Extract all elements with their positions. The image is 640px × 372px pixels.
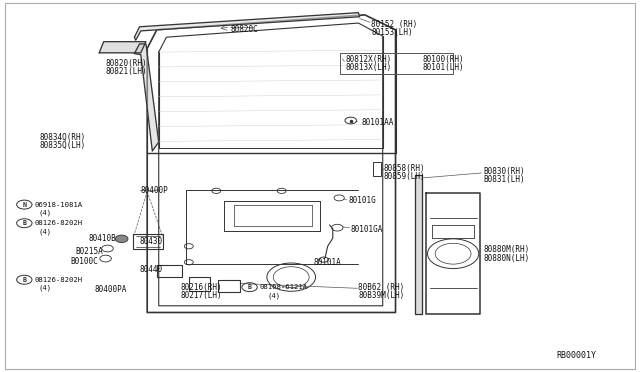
Text: RB00001Y: RB00001Y [557,351,596,360]
Text: B0830(RH): B0830(RH) [483,167,525,176]
Polygon shape [99,42,146,53]
Text: 80430: 80430 [140,237,163,246]
Text: 80216(RH): 80216(RH) [180,283,222,292]
Text: 80B39M(LH): 80B39M(LH) [358,291,404,300]
Text: B: B [22,277,26,283]
Text: 80820C: 80820C [230,25,258,34]
Text: 80440: 80440 [140,265,163,274]
Bar [373,162,381,176]
Polygon shape [134,44,159,151]
Text: 80880N(LH): 80880N(LH) [483,254,529,263]
Text: 06918-1081A: 06918-1081A [35,202,83,208]
Text: 80101(LH): 80101(LH) [422,63,464,72]
Text: 80835Q(LH): 80835Q(LH) [40,141,86,150]
Text: B0831(LH): B0831(LH) [483,175,525,184]
Text: 80858(RH): 80858(RH) [384,164,426,173]
Text: (4): (4) [38,285,52,291]
Text: 80813X(LH): 80813X(LH) [346,63,392,72]
Text: 80101GA: 80101GA [351,225,383,234]
Polygon shape [134,13,360,40]
Text: 80410B: 80410B [88,234,116,243]
Circle shape [115,235,128,243]
Text: 80812X(RH): 80812X(RH) [346,55,392,64]
Text: 08126-8202H: 08126-8202H [35,277,83,283]
Text: 80B62 (RH): 80B62 (RH) [358,283,404,292]
Text: B0215A: B0215A [76,247,103,256]
Polygon shape [415,175,422,314]
Text: 80153(LH): 80153(LH) [371,28,413,37]
Text: 80859(LH): 80859(LH) [384,172,426,181]
Text: 80400P: 80400P [141,186,168,195]
Text: B: B [248,284,252,290]
Text: 80101A: 80101A [314,258,341,267]
Text: 80152 (RH): 80152 (RH) [371,20,417,29]
Text: B0100C: B0100C [70,257,98,266]
Text: 80400PA: 80400PA [95,285,127,294]
Text: 80834Q(RH): 80834Q(RH) [40,133,86,142]
Text: B: B [22,220,26,226]
Text: N: N [22,202,26,208]
Text: 80217(LH): 80217(LH) [180,291,222,300]
Text: 08168-6121A: 08168-6121A [260,284,308,290]
Text: 80820(RH): 80820(RH) [106,59,147,68]
Text: 08126-8202H: 08126-8202H [35,220,83,226]
Text: 80821(LH): 80821(LH) [106,67,147,76]
Text: (4): (4) [38,209,52,216]
Text: 80101G: 80101G [349,196,376,205]
Text: 80100(RH): 80100(RH) [422,55,464,64]
Text: (4): (4) [38,228,52,235]
Text: 80880M(RH): 80880M(RH) [483,246,529,254]
Text: 80101AA: 80101AA [362,118,394,126]
Text: (4): (4) [268,292,281,299]
